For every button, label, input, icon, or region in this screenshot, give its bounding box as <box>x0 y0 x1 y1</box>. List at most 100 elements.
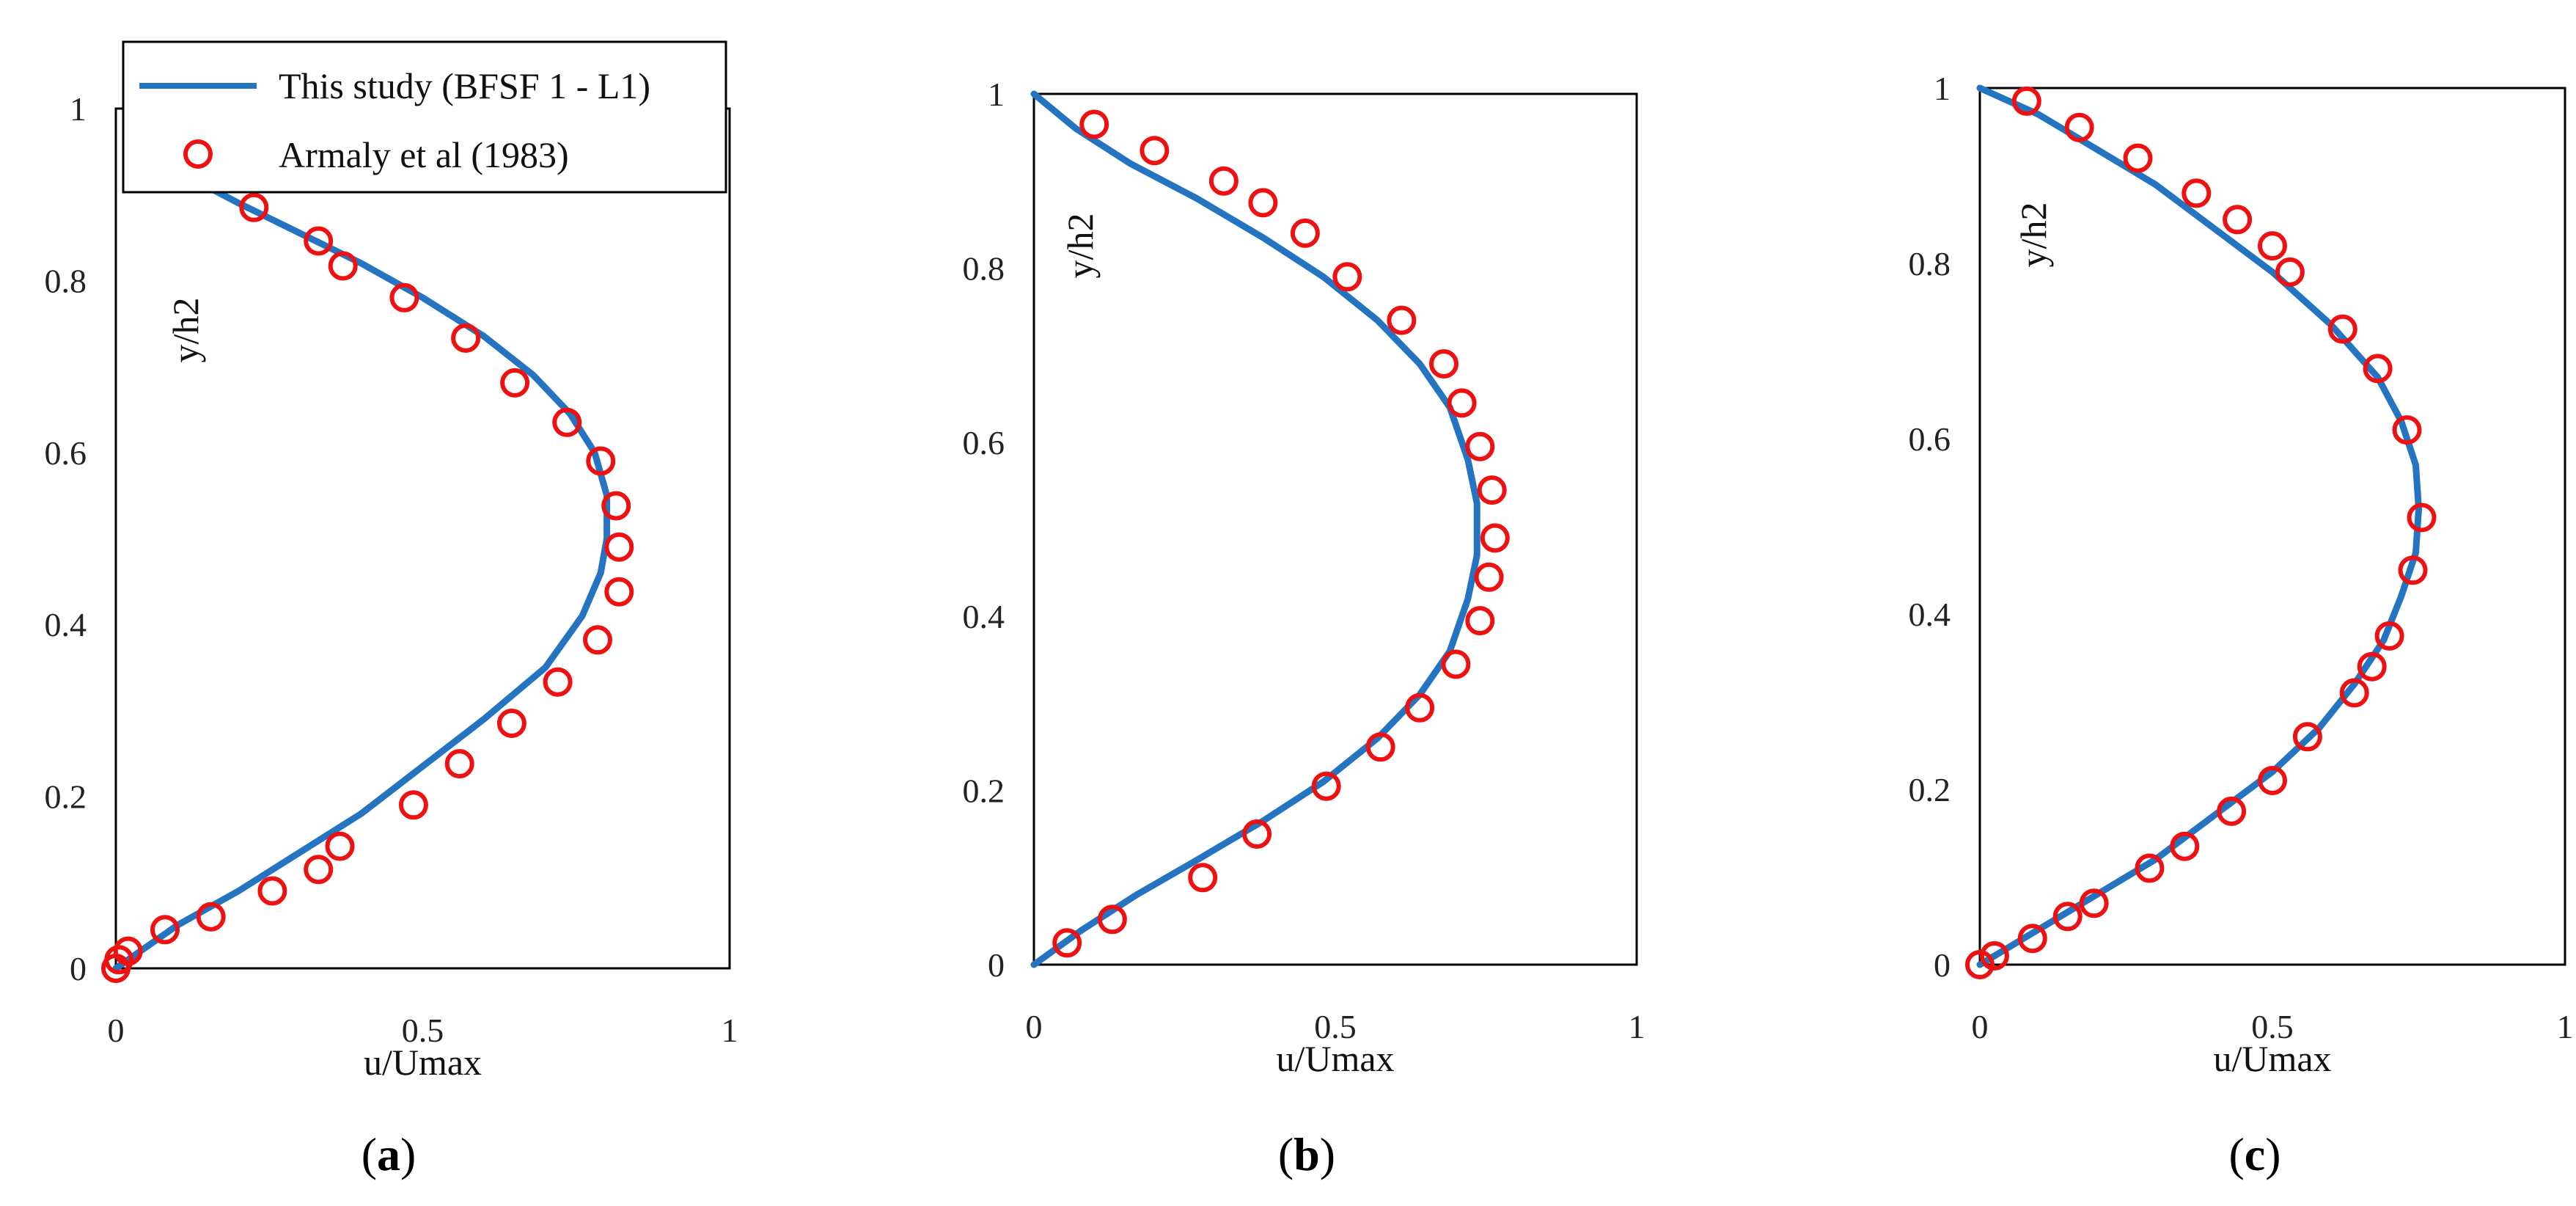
data-point <box>304 226 334 256</box>
panel-label-close: ) <box>1320 1128 1335 1180</box>
x-tick-label: 1 <box>2557 1008 2574 1045</box>
panel-label-open: ( <box>1278 1128 1293 1180</box>
y-tick-label: 0.2 <box>963 772 1005 810</box>
data-point <box>1248 188 1278 218</box>
data-point <box>325 831 355 861</box>
x-tick-label: 1 <box>1629 1008 1645 1045</box>
data-point <box>2398 555 2428 585</box>
x-tick-label: 0 <box>108 1012 125 1049</box>
y-tick-label: 0.4 <box>1909 596 1951 633</box>
data-point <box>1477 475 1507 505</box>
data-point <box>113 936 143 966</box>
data-point <box>2392 415 2422 445</box>
data-point <box>604 532 634 562</box>
data-point <box>2017 924 2047 954</box>
data-point <box>586 446 616 476</box>
data-point <box>451 323 481 353</box>
data-point <box>1465 606 1495 636</box>
data-point <box>2052 902 2083 932</box>
panel-label: (a) <box>362 1128 417 1180</box>
y-tick-label: 0.2 <box>1909 771 1951 808</box>
panel-label-letter: b <box>1293 1128 1320 1180</box>
data-point <box>104 945 134 975</box>
data-point <box>1979 941 2009 971</box>
data-point <box>2079 888 2109 918</box>
data-point <box>1465 431 1495 461</box>
x-tick-label: 0.5 <box>402 1012 444 1049</box>
data-point <box>2407 503 2437 533</box>
data-point <box>1140 136 1170 166</box>
y-tick-label: 1 <box>70 90 87 128</box>
data-point <box>257 876 287 906</box>
y-axis-title: y/h2 <box>1060 213 1101 279</box>
data-point <box>2064 112 2094 142</box>
data-point <box>2258 766 2287 795</box>
data-point <box>2181 178 2212 208</box>
data-point <box>304 855 334 885</box>
data-point <box>2327 314 2357 344</box>
y-axis-title: y/h2 <box>165 298 206 363</box>
data-point <box>1052 928 1082 958</box>
y-tick-label: 1 <box>988 76 1005 113</box>
panel-label-letter: a <box>377 1128 400 1180</box>
y-tick-label: 0.6 <box>45 434 87 472</box>
data-point <box>1405 692 1435 723</box>
x-axis-title: u/Umax <box>2213 1038 2331 1079</box>
x-tick-label: 1 <box>722 1012 738 1049</box>
panel-label-open: ( <box>2228 1128 2244 1180</box>
y-tick-label: 0.2 <box>45 778 87 816</box>
data-point <box>583 625 612 655</box>
legend-marker-label: Armaly et al (1983) <box>279 134 569 175</box>
y-tick-label: 1 <box>1934 70 1951 107</box>
panel-label-open: ( <box>362 1128 377 1180</box>
legend-line-label: This study (BFSF 1 - L1) <box>279 65 650 106</box>
data-point <box>2011 86 2041 116</box>
data-point <box>389 282 419 313</box>
data-point <box>2123 143 2153 173</box>
data-point <box>1332 262 1362 292</box>
data-point <box>196 902 226 932</box>
data-point <box>444 749 474 779</box>
panel-label-letter: c <box>2245 1128 2265 1180</box>
data-point <box>1447 388 1477 418</box>
y-tick-label: 0.4 <box>963 598 1005 635</box>
chart-panel-a: 0 0.2 0.4 0.6 0.8 1 0 0.5 1 u/Umax y/h2 (a) <box>45 90 738 1180</box>
data-point <box>1079 109 1109 139</box>
data-point <box>1208 166 1239 196</box>
y-tick-label: 0.6 <box>963 424 1005 461</box>
data-point <box>2374 621 2404 651</box>
y-tick-label: 0.8 <box>45 262 87 299</box>
data-point <box>1965 950 1995 979</box>
chart-panel-b: 0 0.2 0.4 0.6 0.8 1 0 0.5 1 u/Umax y/h2 (b) <box>963 76 1645 1180</box>
data-point <box>1429 349 1458 379</box>
x-axis-title: u/Umax <box>364 1042 482 1083</box>
data-point <box>2258 231 2287 261</box>
data-point <box>1188 863 1218 893</box>
legend-box <box>122 40 727 194</box>
chart-panel-c: 0 0.2 0.4 0.6 0.8 1 0 0.5 1 u/Umax y/h2 (c) <box>1909 70 2574 1180</box>
data-point <box>2275 257 2305 287</box>
data-point <box>2135 853 2165 883</box>
y-tick-label: 0.6 <box>1909 420 1951 458</box>
x-tick-label: 0.5 <box>2251 1008 2294 1045</box>
x-tick-label: 0.5 <box>1314 1008 1357 1045</box>
panel-label-close: ) <box>2265 1128 2280 1180</box>
data-point <box>239 192 269 222</box>
x-tick-label: 0 <box>1972 1008 1989 1045</box>
data-point <box>543 667 573 697</box>
data-point <box>2357 651 2387 681</box>
series-line <box>112 174 611 972</box>
data-point <box>1097 905 1127 935</box>
y-tick-label: 0.4 <box>45 606 87 643</box>
data-point <box>1387 305 1417 335</box>
plot-frame <box>1978 87 2566 966</box>
x-tick-label: 0 <box>1026 1008 1043 1045</box>
data-point <box>2217 796 2247 826</box>
data-point <box>398 790 428 820</box>
data-point <box>604 577 634 607</box>
data-point <box>328 251 358 281</box>
plot-frame <box>114 107 731 970</box>
series-line <box>1030 90 1480 968</box>
y-tick-label: 0 <box>988 946 1005 984</box>
